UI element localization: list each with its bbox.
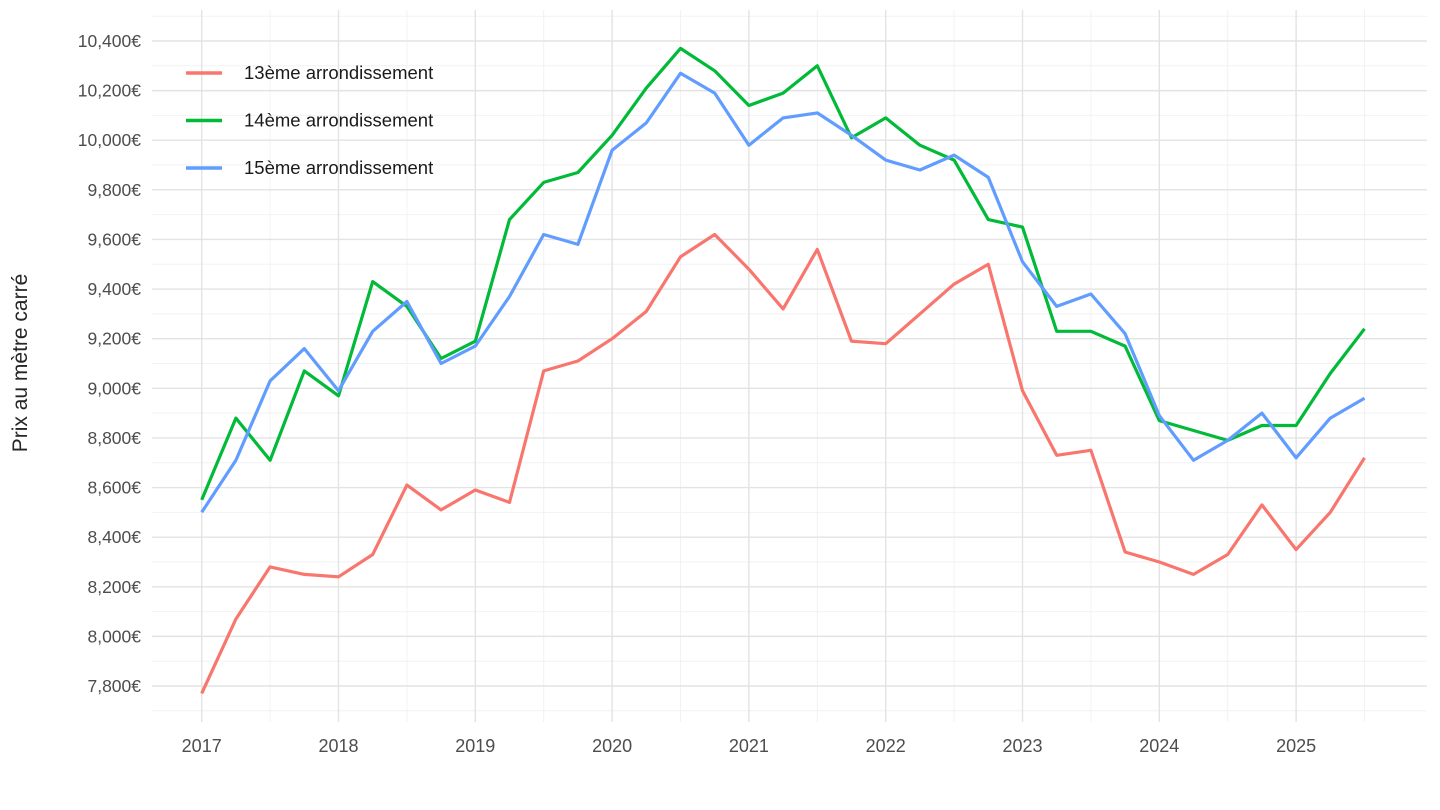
y-axis-tick-labels: 7,800€ 8,000€ 8,200€ 8,400€ 8,600€ 8,800€ 9,00…	[78, 31, 142, 696]
series-line-15ème-arrondissement	[200, 71, 1366, 514]
series-line-13ème-arrondissement	[200, 232, 1366, 695]
x-tick-label: 2017	[182, 736, 222, 756]
y-tick-label: 8,800€	[87, 428, 141, 448]
x-tick-label: 2019	[455, 736, 495, 756]
y-tick-label: 8,600€	[87, 478, 141, 498]
y-tick-label: 9,000€	[87, 378, 141, 398]
x-axis-tick-labels: 2017 2018 2019 2020 2021 2022 2023 2024 2025	[182, 736, 1316, 756]
legend-label-14eme: 14ème arrondissement	[244, 110, 433, 131]
y-tick-label: 8,000€	[87, 626, 141, 646]
y-axis-title: Prix au mètre carré	[9, 274, 32, 453]
x-tick-label: 2018	[318, 736, 358, 756]
series-lines	[200, 46, 1366, 695]
x-tick-label: 2024	[1139, 736, 1179, 756]
x-tick-label: 2022	[866, 736, 906, 756]
legend-item-14eme: 14ème arrondissement	[186, 110, 433, 131]
x-tick-label: 2020	[592, 736, 632, 756]
y-tick-label: 10,400€	[78, 31, 142, 51]
y-tick-label: 10,000€	[78, 130, 142, 150]
gridlines-major	[152, 10, 1427, 722]
y-tick-label: 8,200€	[87, 577, 141, 597]
y-tick-label: 10,200€	[78, 81, 142, 101]
y-tick-label: 9,400€	[87, 279, 141, 299]
x-tick-label: 2021	[729, 736, 769, 756]
y-tick-label: 8,400€	[87, 527, 141, 547]
legend-item-13eme: 13ème arrondissement	[186, 62, 433, 83]
y-tick-label: 9,200€	[87, 329, 141, 349]
legend: 13ème arrondissement 14ème arrondissemen…	[186, 62, 433, 178]
legend-label-15eme: 15ème arrondissement	[244, 157, 433, 178]
y-tick-label: 9,600€	[87, 229, 141, 249]
y-tick-label: 9,800€	[87, 180, 141, 200]
series-line-14ème-arrondissement	[200, 46, 1366, 501]
y-tick-label: 7,800€	[87, 676, 141, 696]
x-tick-label: 2025	[1276, 736, 1316, 756]
x-tick-label: 2023	[1002, 736, 1042, 756]
legend-label-13eme: 13ème arrondissement	[244, 62, 433, 83]
legend-item-15eme: 15ème arrondissement	[186, 157, 433, 178]
